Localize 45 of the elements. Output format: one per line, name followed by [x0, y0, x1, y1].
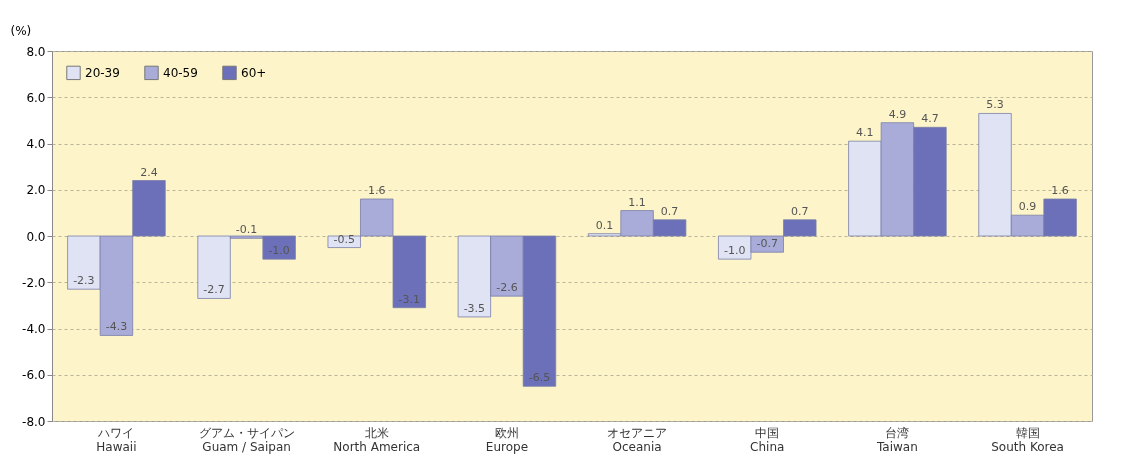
y-tick-label: 4.0: [26, 137, 46, 151]
data-label: 1.1: [628, 195, 646, 209]
data-label: -6.5: [528, 371, 551, 385]
x-tick-label: 中国 China: [750, 425, 785, 454]
data-label: -0.1: [235, 223, 258, 237]
data-label: 0.7: [660, 204, 679, 218]
x-tick-label: 台湾 Taiwan: [876, 425, 918, 454]
data-label: 2.4: [140, 165, 158, 179]
data-label: 4.9: [888, 107, 907, 121]
data-label: 0.1: [595, 218, 614, 232]
data-label: 0.7: [791, 204, 809, 218]
data-label: -3.1: [398, 292, 421, 306]
data-label: -1.0: [268, 244, 290, 258]
y-tick-label: 6.0: [26, 90, 46, 105]
y-axis-title: (%): [10, 23, 32, 38]
y-tick-label: 0.0: [26, 229, 46, 244]
data-label: -3.5: [463, 301, 486, 315]
x-tick-label: 北米 North America: [333, 425, 421, 454]
data-label: -0.7: [756, 237, 778, 251]
data-label: 1.6: [368, 184, 386, 197]
data-label: -0.5: [333, 232, 355, 246]
y-tick-label: -2.0: [22, 275, 46, 290]
x-tick-label: オセアニア Oceania: [607, 425, 668, 454]
x-tick-label: 欧州 Europe: [485, 425, 529, 454]
data-label: 4.7: [921, 112, 939, 126]
legend-label: 20-39: [85, 65, 120, 80]
data-label: -1.0: [723, 244, 746, 258]
y-tick-label: 2.0: [26, 183, 46, 198]
data-label: 1.6: [1051, 184, 1069, 197]
y-tick-label: -8.0: [22, 414, 46, 429]
data-label: -4.3: [105, 320, 128, 334]
x-tick-label: グアム・サイパン Guam / Saipan: [198, 425, 295, 454]
legend-label: 60+: [241, 65, 267, 80]
data-label: 4.1: [856, 126, 874, 140]
data-label: -2.7: [203, 283, 225, 297]
x-tick-label: 韓国 South Korea: [991, 425, 1064, 454]
y-tick-label: 8.0: [26, 44, 46, 59]
y-tick-label: -4.0: [22, 322, 46, 336]
legend-label: 40-59: [163, 65, 198, 80]
y-tick-label: -6.0: [22, 368, 46, 383]
x-tick-label: ハワイ Hawaii: [96, 425, 137, 454]
data-label: -2.3: [73, 274, 95, 288]
data-label: -2.6: [496, 281, 518, 295]
data-label: 0.9: [1018, 200, 1037, 214]
data-label: 5.3: [986, 98, 1004, 112]
